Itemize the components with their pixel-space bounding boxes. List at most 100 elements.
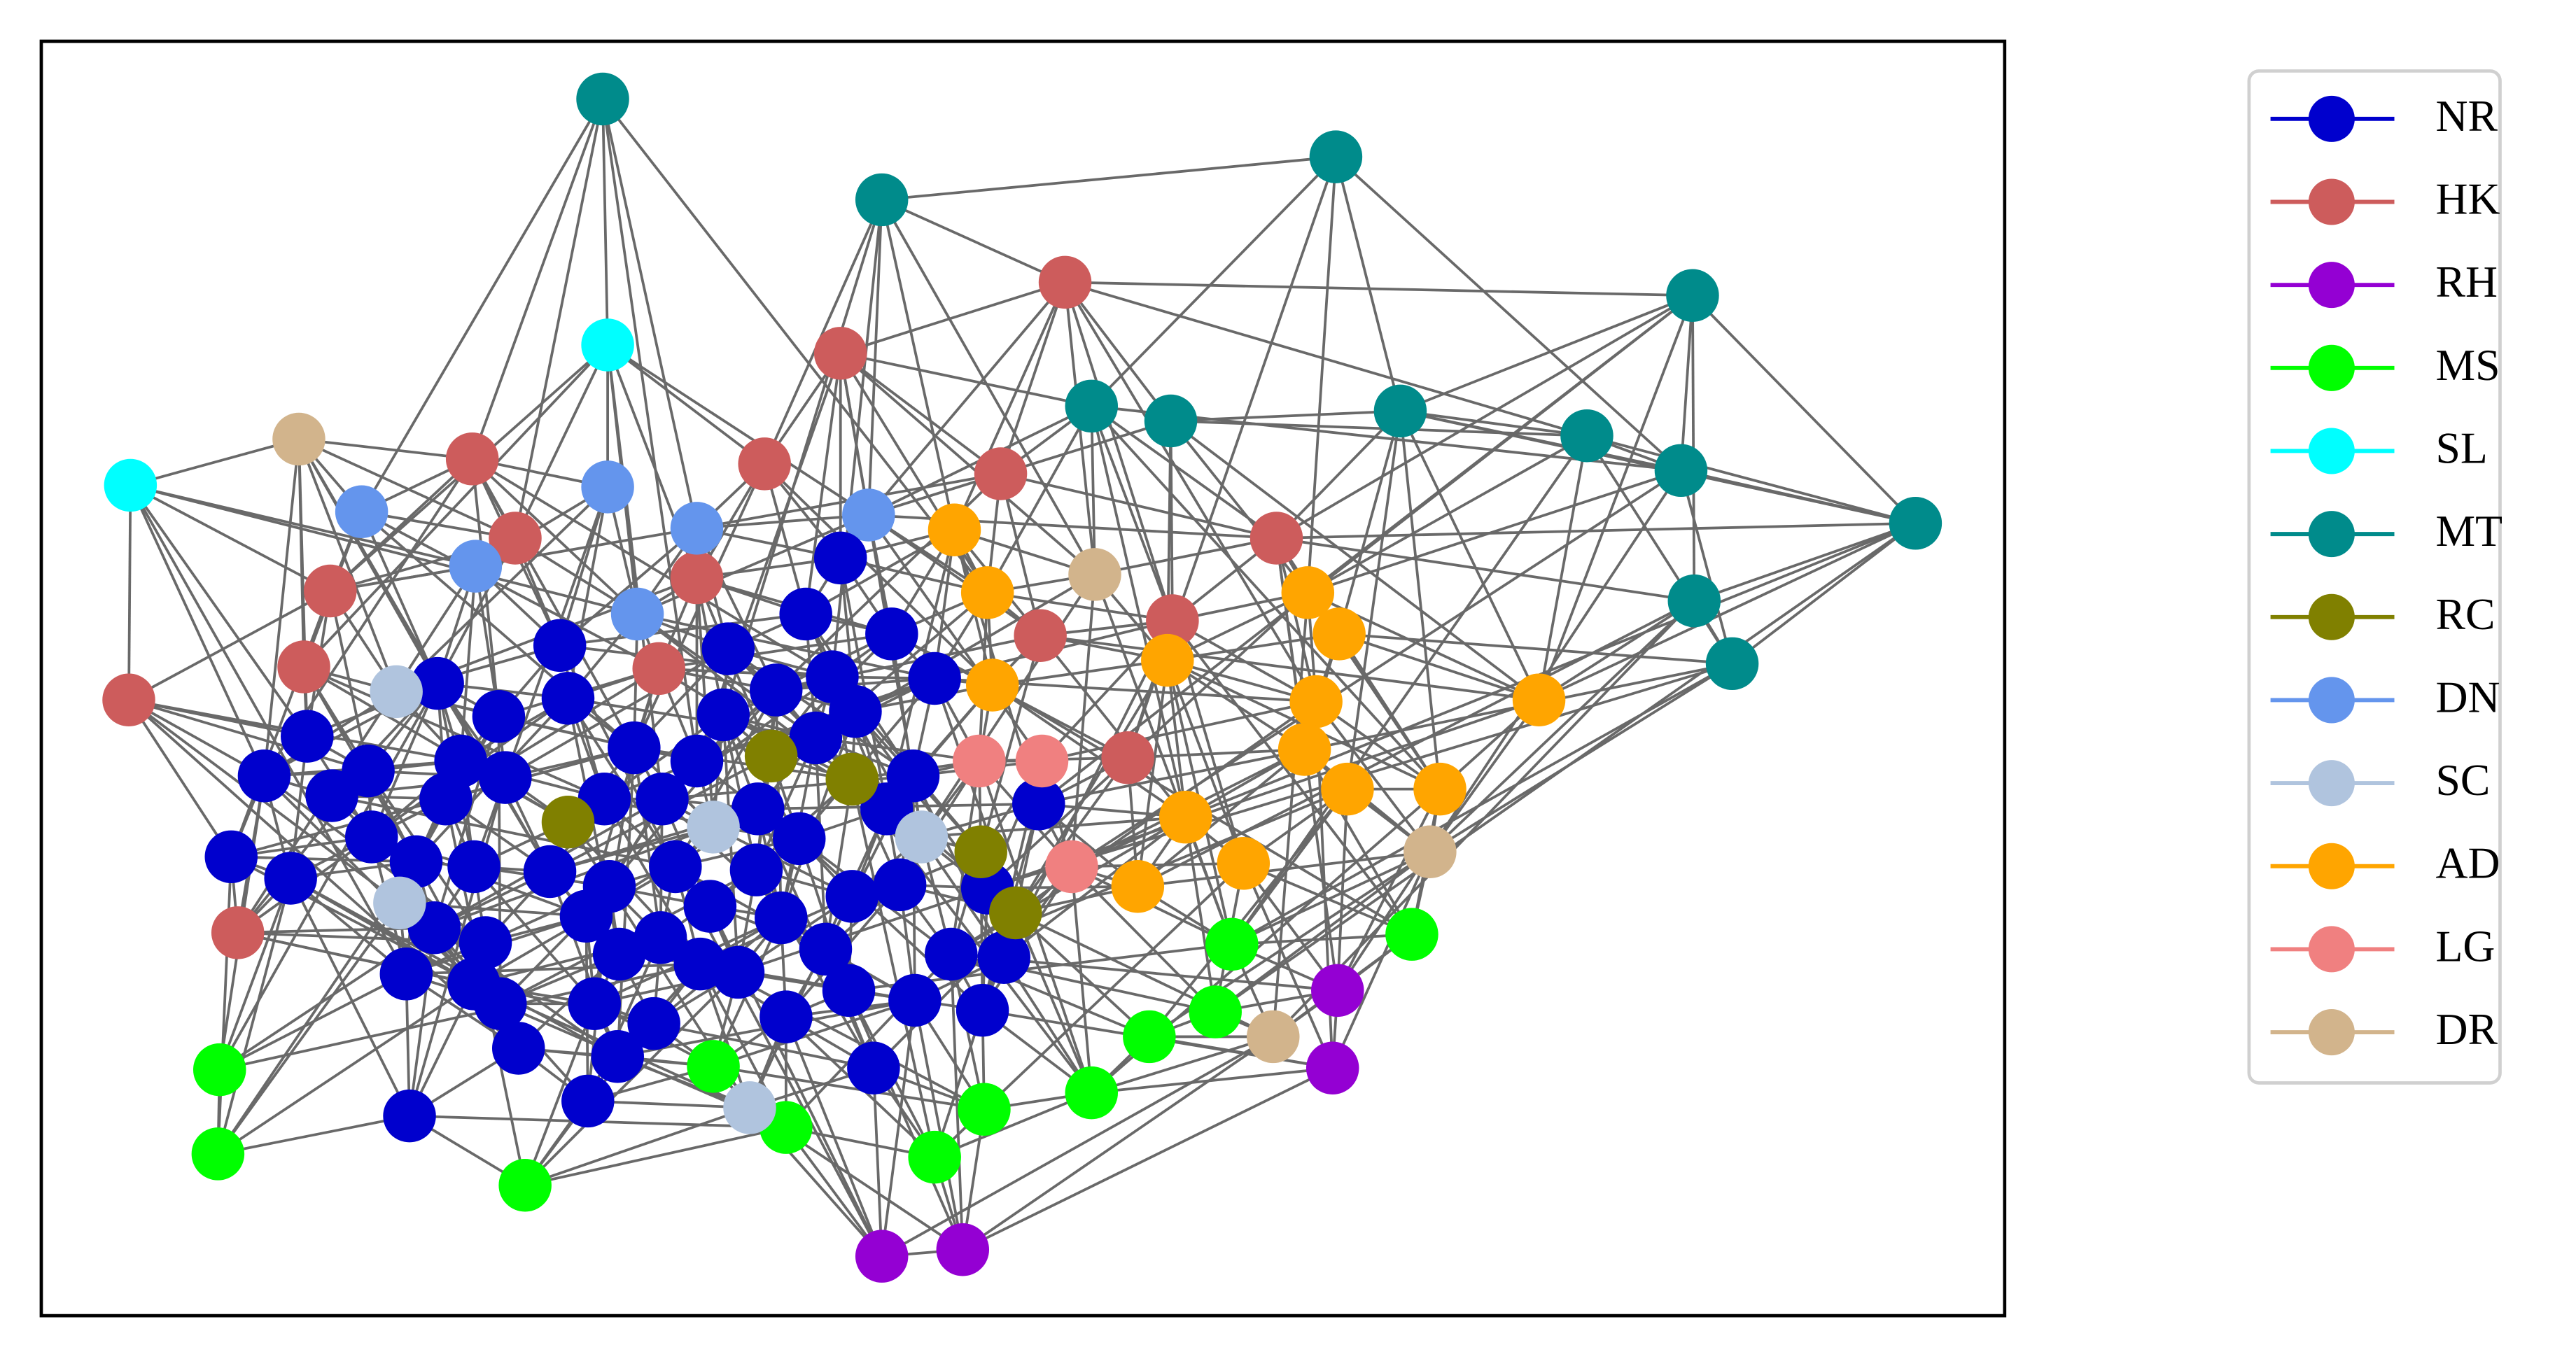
node	[842, 488, 895, 542]
edge	[601, 99, 699, 761]
legend-marker	[2308, 344, 2355, 391]
edge	[839, 352, 1096, 576]
node	[977, 931, 1030, 984]
node	[1159, 790, 1212, 844]
edge	[360, 510, 660, 670]
node	[102, 673, 155, 726]
edge	[370, 682, 439, 838]
edge	[962, 1066, 1334, 1251]
edge	[606, 344, 664, 799]
edge	[798, 837, 983, 1012]
edge	[559, 612, 806, 647]
node	[888, 973, 941, 1027]
node	[627, 997, 680, 1050]
node	[1281, 566, 1335, 619]
edge	[999, 281, 1067, 474]
node	[304, 564, 357, 618]
node	[1068, 548, 1121, 601]
node	[491, 1022, 545, 1075]
node	[373, 876, 426, 930]
edge	[1346, 411, 1402, 789]
node	[1144, 394, 1198, 448]
edge	[606, 344, 766, 465]
node	[1038, 255, 1092, 309]
edge	[1065, 281, 1588, 437]
node	[489, 512, 542, 565]
edge	[785, 1016, 883, 1257]
edge	[290, 877, 475, 985]
node	[305, 769, 358, 822]
node	[1413, 762, 1466, 816]
edge	[839, 352, 1002, 475]
legend-marker	[2308, 1009, 2355, 1056]
node	[755, 891, 808, 945]
edge	[831, 199, 883, 677]
edge	[1093, 574, 1233, 945]
edge	[1429, 662, 1733, 853]
edge	[360, 511, 439, 684]
node	[966, 659, 1019, 712]
node	[1014, 609, 1067, 662]
edge	[636, 514, 869, 616]
node	[732, 782, 785, 836]
edge	[1003, 816, 1186, 959]
node	[479, 751, 532, 804]
edge	[1038, 662, 1732, 805]
edge	[360, 98, 604, 513]
node	[335, 485, 388, 539]
node	[634, 911, 687, 964]
edge	[636, 612, 817, 740]
node	[953, 734, 1006, 788]
edge	[913, 1000, 965, 1251]
legend-label: DN	[2435, 672, 2500, 721]
edge	[1170, 420, 1309, 594]
edge	[524, 1106, 750, 1187]
legend-label: LG	[2435, 921, 2495, 971]
edge	[1070, 574, 1096, 867]
legend-marker	[2308, 428, 2355, 474]
node	[1101, 731, 1154, 784]
edge	[1537, 295, 1694, 700]
edge	[587, 1099, 750, 1109]
edge	[1040, 634, 1539, 702]
node	[272, 412, 326, 466]
edge	[1138, 850, 1431, 888]
node	[974, 447, 1028, 500]
edge	[953, 281, 1067, 531]
edge	[979, 635, 1042, 852]
node	[211, 906, 265, 959]
edge	[1315, 700, 1432, 853]
node	[379, 948, 433, 1001]
edge	[433, 716, 500, 929]
edge	[1399, 411, 1441, 789]
edge	[805, 528, 955, 616]
edge	[890, 633, 923, 838]
node	[370, 665, 423, 719]
legend-label: MS	[2435, 340, 2500, 390]
node	[927, 503, 981, 556]
edge	[470, 98, 604, 460]
node	[738, 437, 791, 491]
edge	[881, 1035, 1274, 1258]
edge	[1336, 789, 1349, 991]
edge	[524, 1126, 787, 1187]
node	[873, 858, 927, 912]
edge	[471, 458, 638, 615]
node	[855, 1230, 909, 1283]
node	[825, 870, 878, 923]
legend-label: RC	[2435, 589, 2495, 639]
edge	[986, 405, 1093, 593]
edge	[231, 855, 416, 864]
edge	[129, 484, 266, 777]
edge	[1166, 659, 1245, 864]
plot-frame	[39, 39, 2007, 1318]
edge	[216, 857, 233, 1155]
edge	[1070, 866, 1093, 1093]
legend-marker	[2308, 760, 2355, 807]
node	[104, 458, 158, 512]
node	[533, 619, 587, 673]
edge	[216, 878, 293, 1155]
edge	[607, 344, 869, 516]
legend-label: RH	[2435, 257, 2497, 307]
node	[779, 587, 832, 641]
